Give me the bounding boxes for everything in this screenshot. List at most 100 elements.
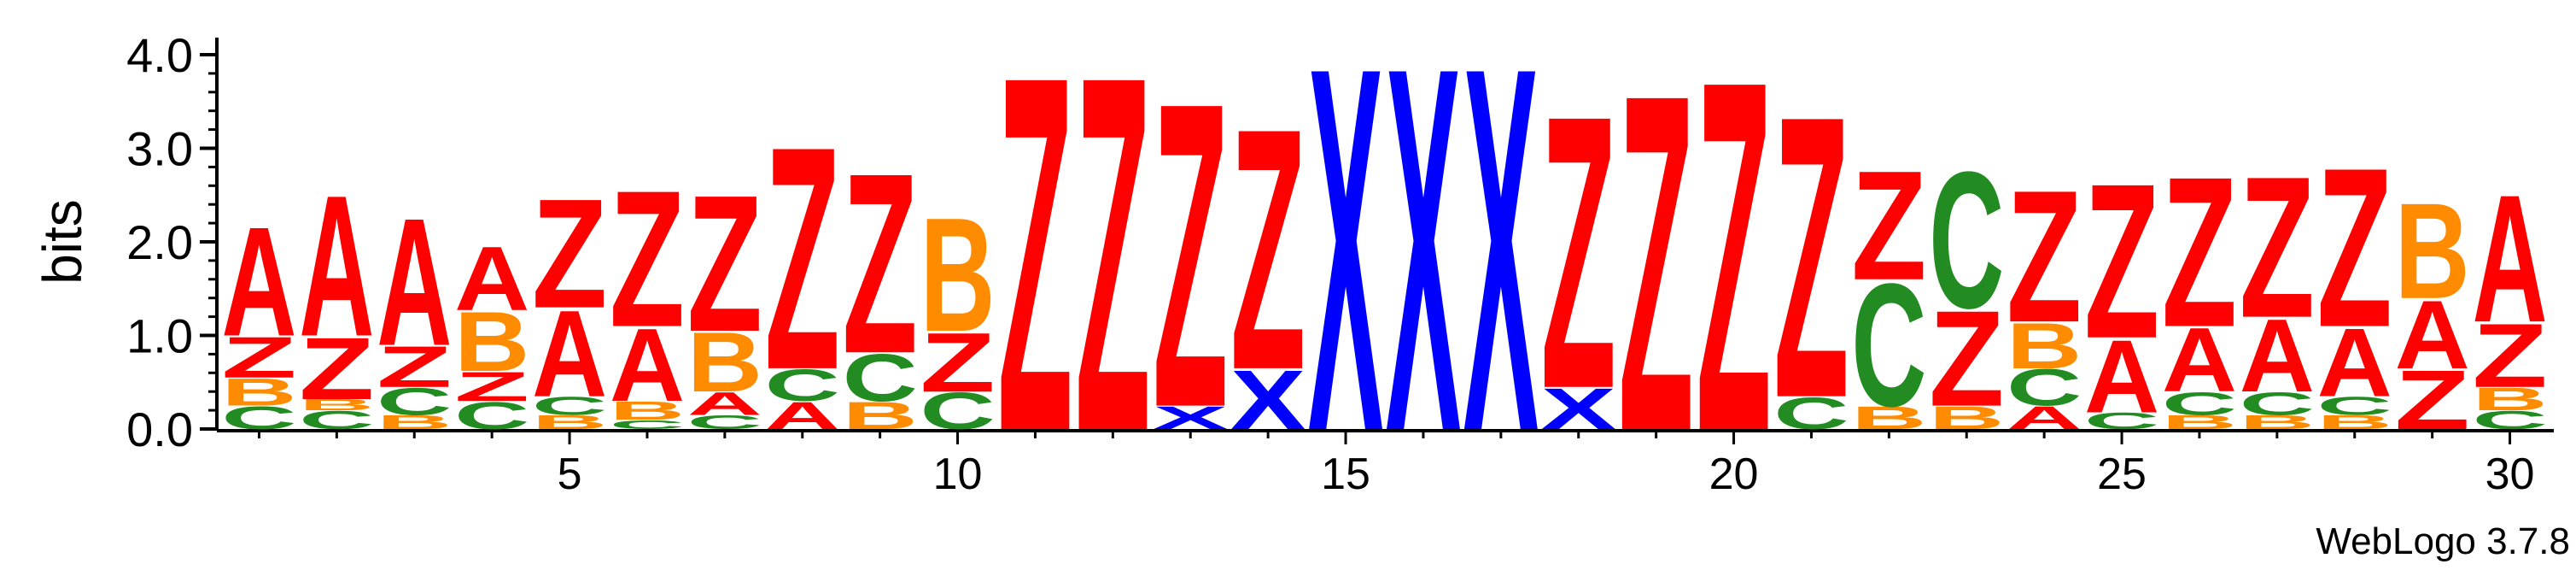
glyph-A-pos29: A [2395,280,2470,389]
logo-column-17: X [1463,0,1539,540]
glyph-Z-pos8: Z [765,79,840,436]
glyph-Z-pos27: Z [2240,135,2315,360]
glyph-Z-pos4: Z [454,363,529,409]
y-axis: 0.0 1.0 2.0 3.0 4.0 [126,28,219,456]
x-tick-label: 5 [558,450,582,499]
glyph-B-pos29: B [2395,175,2470,328]
glyph-B-pos10: B [920,183,995,365]
glyph-C-pos27: C [2240,386,2315,422]
y-tick-label: 3.0 [126,122,193,176]
logo-column-11: Z [997,0,1072,537]
logo-column-16: X [1386,0,1462,540]
logo-column-18: XZ [1541,34,1616,470]
glyph-C-pos4: C [454,394,529,438]
glyph-A-pos2: A [299,153,374,379]
glyph-B-pos23: B [1929,400,2004,436]
glyph-A-pos24: A [2006,400,2082,436]
glyph-A-pos30: A [2472,156,2547,360]
glyph-Z-pos9: Z [843,120,918,408]
y-tick-label: 1.0 [126,309,193,363]
glyph-X-pos13: X [1153,400,1228,437]
glyph-Z-pos21: Z [1773,31,1849,481]
glyph-Z-pos23: Z [1929,283,2004,435]
glyph-Z-pos3: Z [377,334,452,399]
glyph-C-pos5: C [532,391,607,420]
glyph-B-pos6: B [610,396,685,425]
glyph-A-pos26: A [2162,309,2237,411]
glyph-Z-pos30: Z [2472,304,2547,406]
glyph-Z-pos13: Z [1153,13,1228,499]
logo-column-10: CZB [920,183,995,440]
glyph-C-pos23: C [1929,131,2004,350]
glyph-C-pos6: C [610,417,685,432]
glyph-Z-pos1: Z [221,325,296,390]
glyph-A-pos4: A [454,228,529,330]
y-tick-label: 0.0 [126,403,193,456]
glyph-Z-pos11: Z [997,0,1072,537]
glyph-C-pos7: C [687,411,762,433]
logo-column-12: Z [1075,0,1150,537]
glyph-C-pos2: C [299,405,374,434]
glyph-Z-pos20: Z [1696,0,1771,536]
glyph-Z-pos10: Z [920,315,995,409]
glyph-B-pos28: B [2317,411,2392,433]
logo-column-22: BCZ [1851,138,1926,444]
glyph-A-pos5: A [532,285,607,423]
glyph-B-pos2: B [299,397,374,414]
glyph-C-pos22: C [1851,247,1926,444]
glyph-C-pos28: C [2317,391,2392,420]
glyph-Z-pos24: Z [2006,151,2082,361]
glyph-A-pos28: A [2317,309,2392,417]
y-axis-label: bits [32,199,93,285]
glyph-B-pos4: B [454,294,529,389]
glyph-A-pos8: A [765,394,840,438]
glyph-C-pos21: C [1773,388,1849,438]
glyph-B-pos7: B [687,314,762,409]
glyph-Z-pos18: Z [1541,34,1616,470]
glyph-X-pos18: X [1541,377,1616,442]
glyph-B-pos22: B [1851,400,1926,436]
glyph-C-pos3: C [377,379,452,423]
glyph-B-pos26: B [2162,411,2237,433]
glyph-Z-pos14: Z [1230,57,1306,442]
x-tick-label: 30 [2485,450,2535,499]
weblogo-credit: WebLogo 3.7.8 [2316,520,2570,562]
glyph-C-pos25: C [2084,408,2159,434]
glyph-A-pos1: A [221,194,296,369]
glyph-Z-pos2: Z [299,319,374,418]
glyph-A-pos6: A [610,307,685,423]
x-axis: 5 10 15 20 25 30 [217,429,2554,499]
glyph-Z-pos12: Z [1075,0,1150,537]
glyph-A-pos25: A [2084,318,2159,434]
logo-column-15: X [1308,0,1384,540]
glyph-B-pos30: B [2472,381,2547,417]
glyph-A-pos27: A [2240,297,2315,414]
glyph-X-pos16: X [1386,0,1462,540]
logo-column-14: XZ [1230,57,1306,447]
glyph-B-pos24: B [2006,309,2082,382]
x-tick-label: 25 [2097,450,2147,499]
y-tick-label: 4.0 [126,28,193,82]
logo-column-9: BCZ [843,120,918,438]
glyph-Z-pos7: Z [687,155,762,373]
glyph-Z-pos29: Z [2395,353,2470,447]
glyph-B-pos27: B [2240,411,2315,433]
glyph-X-pos14: X [1230,352,1306,447]
glyph-Z-pos25: Z [2084,138,2159,385]
logo-column-25: CAZ [2084,138,2159,434]
logo-column-19: Z [1619,0,1694,532]
glyph-Z-pos26: Z [2162,133,2237,373]
x-tick-label: 20 [1709,450,1759,499]
glyph-Z-pos5: Z [532,166,607,340]
